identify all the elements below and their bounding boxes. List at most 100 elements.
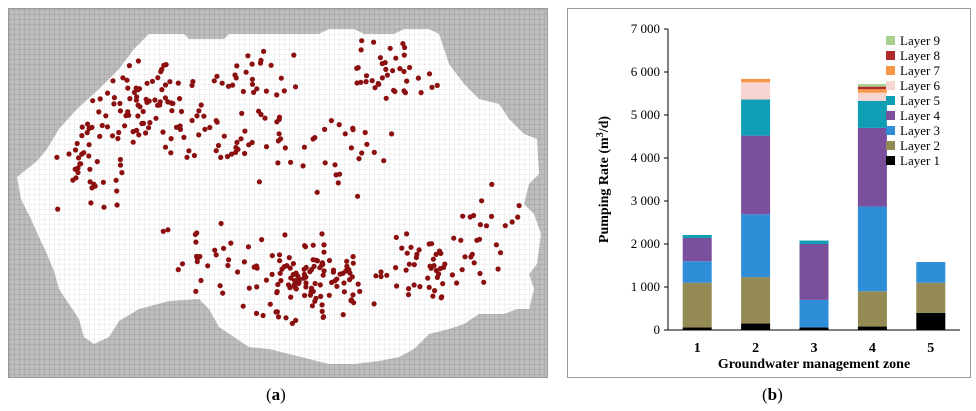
well-marker xyxy=(275,281,281,288)
legend-label: Layer 8 xyxy=(900,48,940,63)
well-marker xyxy=(408,244,414,250)
well-marker xyxy=(224,153,231,160)
well-marker xyxy=(425,275,431,281)
well-marker xyxy=(235,269,241,275)
well-marker xyxy=(111,95,117,101)
well-marker xyxy=(402,44,408,51)
well-marker xyxy=(357,288,363,294)
well-marker xyxy=(198,102,204,108)
legend-swatch xyxy=(886,126,895,135)
well-marker xyxy=(99,122,105,129)
well-marker xyxy=(189,82,195,88)
well-marker xyxy=(509,219,515,225)
well-marker xyxy=(301,266,307,272)
well-marker xyxy=(319,231,325,237)
well-marker xyxy=(269,253,275,259)
bars xyxy=(682,78,946,330)
well-marker xyxy=(300,163,306,169)
well-marker xyxy=(230,82,236,88)
well-marker xyxy=(318,293,324,299)
well-marker xyxy=(416,247,422,253)
well-marker xyxy=(235,146,241,152)
well-marker xyxy=(126,63,132,69)
well-marker xyxy=(212,247,218,253)
well-marker xyxy=(117,162,124,168)
well-marker xyxy=(439,294,445,300)
bar-segment xyxy=(799,327,829,330)
well-marker xyxy=(373,273,379,279)
well-marker xyxy=(207,124,213,131)
well-marker xyxy=(105,90,111,96)
well-marker xyxy=(495,266,501,272)
well-marker xyxy=(310,257,316,263)
well-marker xyxy=(362,129,368,136)
well-marker xyxy=(263,277,269,283)
well-marker xyxy=(458,237,464,243)
model-grid-map xyxy=(9,9,547,377)
well-marker xyxy=(181,134,187,140)
well-marker xyxy=(155,75,161,81)
well-marker xyxy=(214,119,220,125)
well-marker xyxy=(282,232,288,238)
well-marker xyxy=(160,228,166,234)
y-tick-label: 6 000 xyxy=(631,64,660,79)
well-marker xyxy=(143,130,149,136)
well-marker xyxy=(350,292,356,298)
well-marker xyxy=(242,128,248,134)
bar-segment xyxy=(857,291,887,327)
well-marker xyxy=(111,101,117,107)
x-tick-label: 1 xyxy=(694,341,701,356)
bar-segment xyxy=(741,277,771,324)
legend-label: Layer 9 xyxy=(900,33,940,48)
legend-swatch xyxy=(886,111,895,120)
well-marker xyxy=(115,135,121,142)
well-marker xyxy=(440,281,446,287)
well-marker xyxy=(336,122,342,128)
well-marker xyxy=(301,144,307,150)
well-marker xyxy=(350,260,356,266)
well-marker xyxy=(322,126,328,132)
well-marker xyxy=(429,241,435,247)
well-marker xyxy=(413,254,419,261)
well-marker xyxy=(493,242,499,248)
well-marker xyxy=(177,126,183,132)
well-marker xyxy=(274,290,280,296)
well-marker xyxy=(198,277,204,284)
well-marker xyxy=(394,283,400,289)
well-marker xyxy=(293,317,299,323)
well-marker xyxy=(55,206,61,212)
well-marker xyxy=(110,78,116,84)
well-marker xyxy=(103,113,109,119)
well-marker xyxy=(303,284,309,290)
well-marker xyxy=(201,113,207,119)
well-marker xyxy=(350,127,356,133)
legend-label: Layer 1 xyxy=(900,153,940,168)
well-marker xyxy=(497,250,504,256)
well-marker xyxy=(66,151,72,157)
well-marker xyxy=(293,286,299,292)
well-marker xyxy=(411,262,417,268)
well-marker xyxy=(218,220,224,227)
well-marker xyxy=(381,158,387,164)
well-marker xyxy=(477,222,483,228)
well-marker xyxy=(137,104,143,110)
well-marker xyxy=(196,108,202,114)
well-marker xyxy=(221,245,227,251)
legend-swatch xyxy=(886,96,895,105)
well-marker xyxy=(283,315,289,321)
well-marker xyxy=(277,258,283,264)
well-marker xyxy=(400,41,406,47)
well-marker xyxy=(317,265,323,271)
well-marker xyxy=(356,156,362,162)
well-marker xyxy=(390,68,396,74)
bar-segment xyxy=(799,299,829,328)
well-marker xyxy=(399,245,405,251)
well-marker xyxy=(347,277,353,283)
well-marker xyxy=(454,280,460,286)
well-marker xyxy=(193,239,199,245)
well-marker xyxy=(177,96,183,102)
well-marker xyxy=(179,261,186,267)
well-marker xyxy=(88,200,94,206)
well-marker xyxy=(393,234,399,240)
well-marker xyxy=(97,96,103,102)
